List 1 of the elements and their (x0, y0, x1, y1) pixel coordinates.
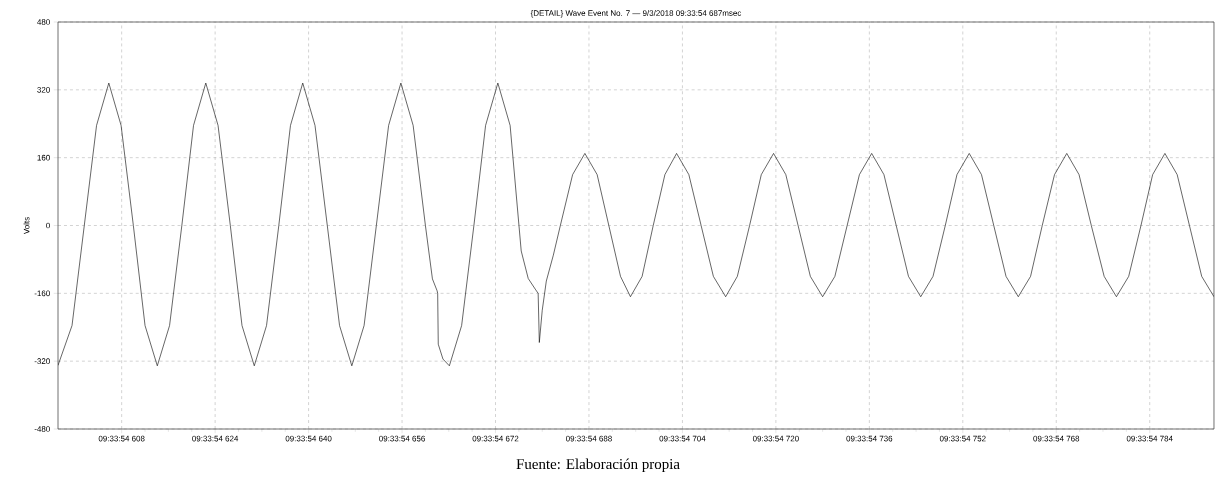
source-note: Fuente: Elaboración propia (516, 458, 680, 473)
